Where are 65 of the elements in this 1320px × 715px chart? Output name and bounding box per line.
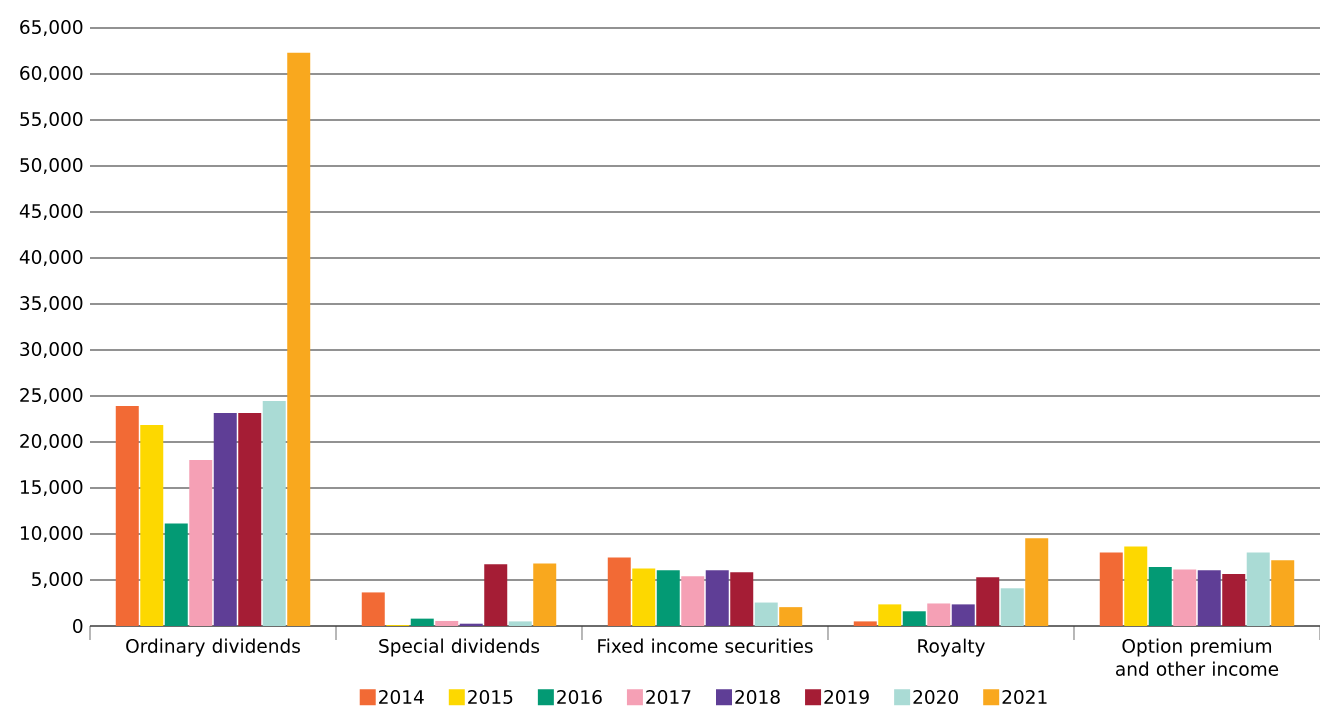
- bar: [656, 570, 680, 626]
- bar: [779, 607, 803, 626]
- bar: [927, 603, 951, 626]
- x-tick-label: Special dividends: [379, 638, 540, 657]
- legend-label: 2019: [824, 689, 869, 704]
- legend-label: 2015: [468, 689, 513, 704]
- bar: [1099, 552, 1123, 626]
- bar: [878, 604, 902, 626]
- y-tick-label: 45,000: [19, 204, 83, 220]
- bar: [1271, 560, 1295, 626]
- bar: [361, 592, 385, 626]
- bar: [1246, 552, 1270, 626]
- y-tick-label: 35,000: [20, 296, 83, 312]
- bar: [484, 564, 508, 626]
- bar: [754, 602, 778, 626]
- bar: [951, 604, 975, 626]
- bar: [533, 563, 557, 626]
- bar: [410, 618, 434, 626]
- y-tick-label: 10,000: [20, 526, 83, 542]
- y-tick-label: 5,000: [32, 572, 83, 588]
- bar: [1124, 546, 1148, 626]
- y-tick-label: 50,000: [20, 158, 83, 174]
- bar: [213, 413, 237, 626]
- bar: [508, 621, 532, 626]
- bar: [1000, 588, 1024, 626]
- bar: [681, 576, 705, 626]
- legend-label: 2018: [735, 689, 780, 704]
- legend-label: 2016: [557, 689, 602, 704]
- x-tick-label: Ordinary dividends: [126, 638, 300, 657]
- bar: [1173, 569, 1197, 626]
- bar: [632, 568, 656, 626]
- bar: [1148, 567, 1172, 626]
- bar: [853, 621, 877, 626]
- x-tick-label: Fixed income securities: [598, 638, 813, 653]
- x-tick-label: Royalty: [918, 638, 985, 657]
- y-tick-label: 55,000: [20, 112, 83, 128]
- y-tick-label: 15,000: [20, 480, 83, 496]
- y-tick-label: 40,000: [19, 250, 83, 266]
- bar: [287, 52, 311, 626]
- bar: [902, 611, 926, 626]
- bar: [730, 572, 754, 626]
- legend-label: 2020: [913, 689, 958, 704]
- bar: [976, 577, 1000, 626]
- bar: [1025, 538, 1049, 626]
- legend-label: 2014: [379, 689, 424, 704]
- y-tick-label: 65,000: [20, 20, 83, 36]
- y-tick-label: 30,000: [20, 342, 83, 358]
- bar: [189, 459, 213, 626]
- x-tick-label: Option premium and other income: [1116, 638, 1279, 676]
- bar: [1197, 570, 1221, 626]
- legend-label: 2021: [1002, 689, 1047, 704]
- y-tick-label: 0: [73, 619, 83, 633]
- legend-label: 2017: [646, 689, 691, 704]
- bar: [115, 406, 139, 626]
- bar: [435, 620, 459, 626]
- bar: [262, 401, 286, 626]
- bar: [164, 523, 188, 626]
- bar: [238, 413, 262, 626]
- y-tick-label: 25,000: [20, 388, 83, 404]
- y-tick-label: 20,000: [20, 434, 83, 450]
- bar: [607, 557, 631, 626]
- bar: [1222, 574, 1246, 626]
- bar: [140, 424, 164, 626]
- y-tick-label: 60,000: [20, 66, 83, 82]
- bar: [705, 570, 729, 626]
